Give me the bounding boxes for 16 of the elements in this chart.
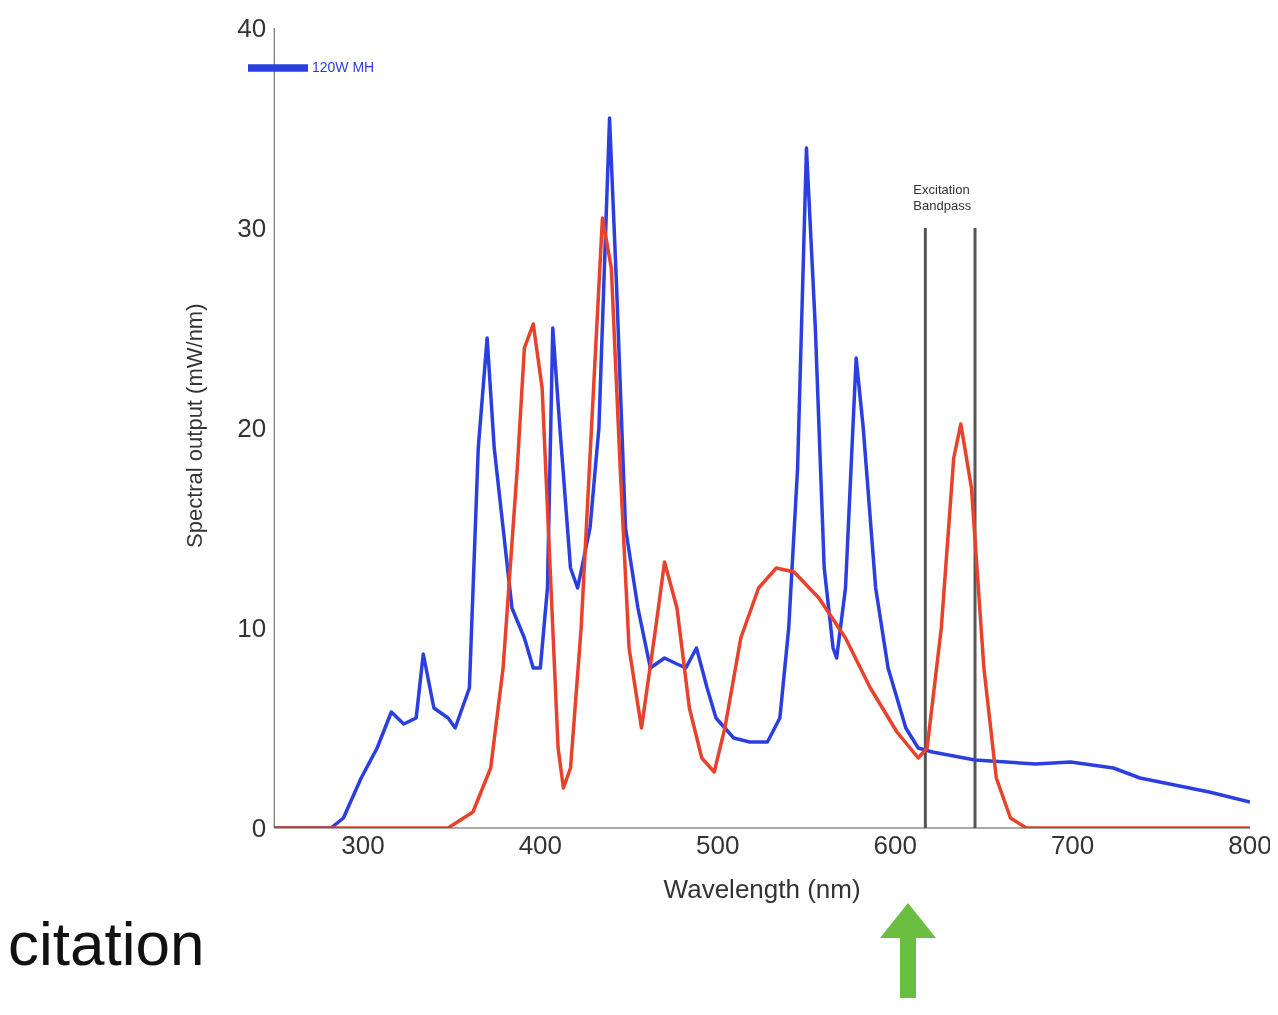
ref-line-label: Excitation Bandpass — [913, 182, 972, 213]
x-tick-label: 800 — [1228, 830, 1272, 861]
x-tick-label: 500 — [696, 830, 740, 861]
y-tick-label: 30 — [237, 213, 267, 244]
x-tick-label: 700 — [1050, 830, 1095, 861]
y-tick-label: 10 — [237, 613, 267, 644]
text: citation — [8, 908, 205, 979]
x-tick-label: 300 — [341, 830, 385, 861]
x-tick-label: 400 — [518, 830, 563, 861]
y-tick-label: 20 — [237, 413, 267, 444]
x-tick-label: 600 — [873, 830, 917, 861]
legend-label: 120W MH — [312, 58, 375, 75]
y-tick-label: 40 — [237, 13, 267, 44]
y-tick-label: 0 — [251, 813, 267, 844]
y-axis-title: Spectral output (mW/nm) — [182, 303, 208, 548]
x-axis-title: Wavelength (nm) — [663, 874, 861, 904]
